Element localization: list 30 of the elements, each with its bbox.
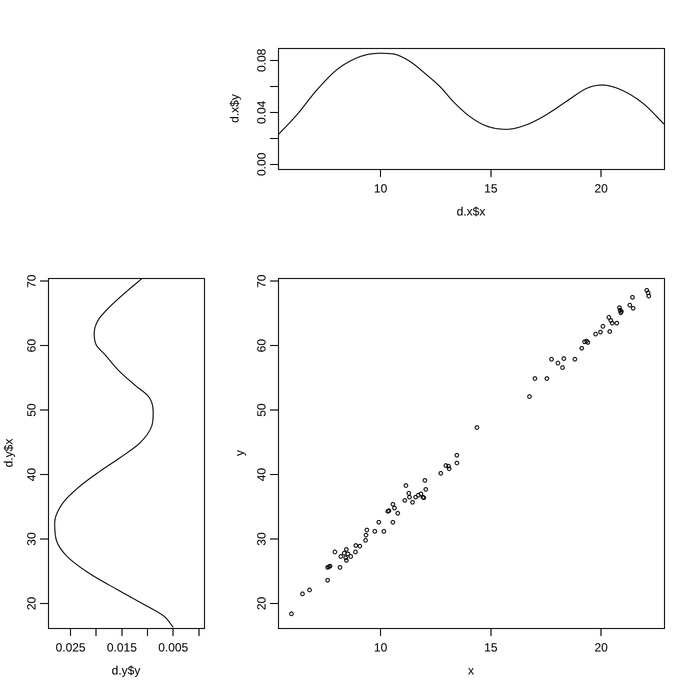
x-axis-title: x [468,664,474,678]
y-tick-label: 40 [254,468,268,482]
x-tick-label: 15 [484,640,498,655]
x-tick-label: 0.005 [158,640,189,655]
y-tick-label: 60 [24,338,38,352]
y-tick-label: 20 [24,596,38,610]
y-tick-label: 30 [254,532,268,546]
x-tick-label: 10 [374,640,388,655]
y-tick-label: 50 [24,403,38,417]
x-tick-label: 10 [374,182,388,196]
y-tick-label: 20 [254,596,268,610]
y-tick-label: 50 [254,403,268,417]
x-tick-label: 0.025 [56,640,86,655]
x-axis-title: d.x$x [456,204,486,219]
y-axis-title: d.x$y [228,94,242,123]
y-tick-label: 60 [254,338,268,352]
y-axis-title: y [232,450,247,456]
y-tick-label: 40 [24,468,38,482]
y-tick-label: 70 [254,274,268,288]
x-tick-label: 15 [484,182,498,196]
y-tick-label: 70 [24,274,38,288]
x-tick-label: 20 [594,182,608,196]
x-tick-label: 0.015 [106,640,138,655]
y-tick-label: 0.08 [254,48,268,72]
y-axis-title: d.y$x [2,438,16,468]
y-tick-label: 30 [24,532,38,546]
y-tick-label: 0.04 [254,100,268,124]
x-axis-title: d.y$y [112,664,140,678]
y-tick-label: 0.00 [254,152,268,176]
x-tick-label: 20 [594,640,608,655]
